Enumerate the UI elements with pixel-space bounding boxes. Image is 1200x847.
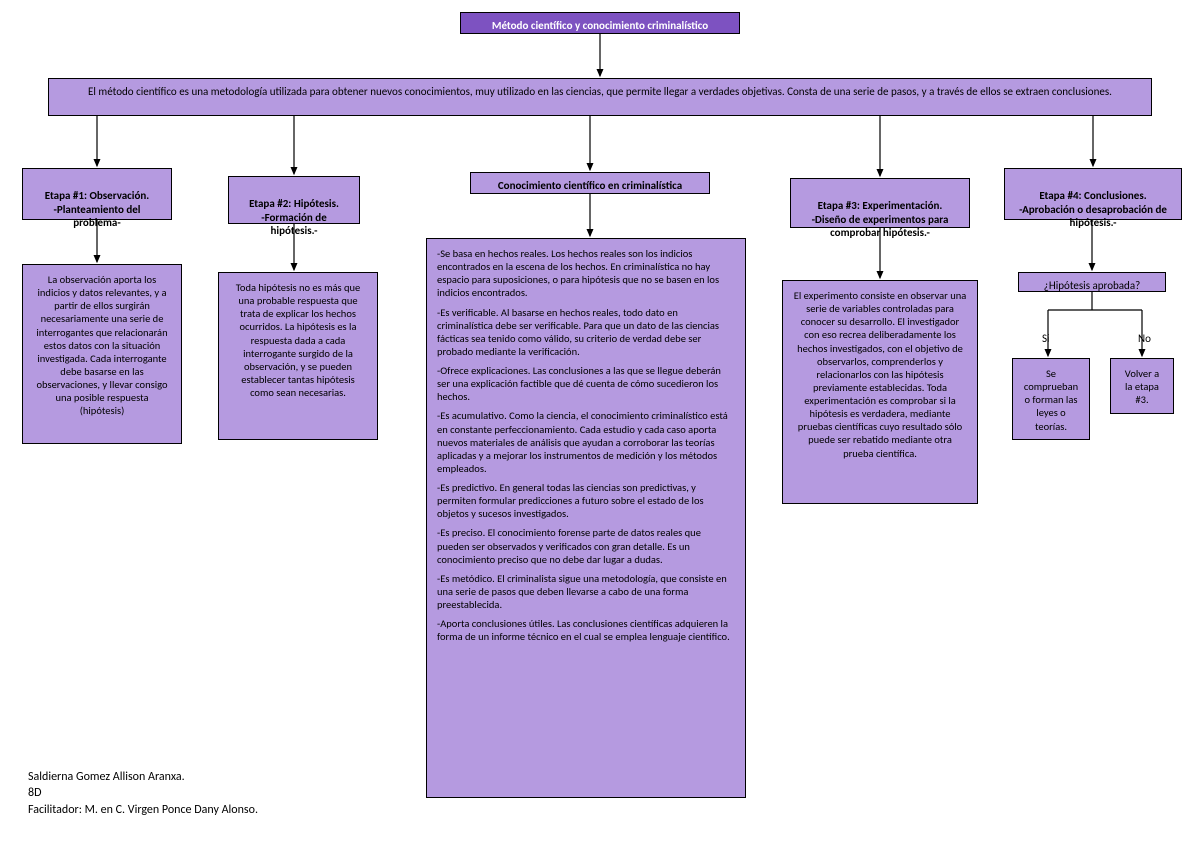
conocimiento-p4: -Es acumulativo. Como la ciencia, el con… [437, 409, 735, 475]
etapa4-header-text: Etapa #4: Conclusiones. -Aprobación o de… [1019, 189, 1167, 230]
etapa1-header: Etapa #1: Observación. -Planteamiento de… [22, 168, 172, 220]
footer-line1: Saldierna Gomez Allison Aranxa. [28, 769, 258, 786]
etapa3-body: El experimento consiste en observar una … [782, 280, 978, 504]
conocimiento-header-text: Conocimiento científico en criminalístic… [498, 179, 682, 192]
etapa2-body-text: Toda hipótesis no es más que una probabl… [236, 281, 361, 399]
etapa2-header: Etapa #2: Hipótesis. -Formación de hipót… [228, 176, 360, 224]
conocimiento-p7: -Es metódico. El criminalista sigue una … [437, 572, 735, 611]
conocimiento-p6: -Es preciso. El conocimiento forense par… [437, 526, 735, 565]
etapa1-body-text: La observación aporta los indicios y dat… [36, 273, 167, 417]
title-text: Método científico y conocimiento crimina… [492, 19, 708, 32]
hipotesis-question: ¿Hipótesis aprobada? [1018, 272, 1166, 292]
etapa3-body-text: El experimento consiste en observar una … [794, 289, 967, 460]
etapa2-body: Toda hipótesis no es más que una probabl… [218, 272, 378, 440]
si-label: Si [1042, 332, 1050, 345]
intro-text: El método científico es una metodología … [88, 85, 1112, 98]
si-body-text: Se comprueban o forman las leyes o teorí… [1024, 367, 1078, 433]
etapa2-header-text: Etapa #2: Hipótesis. -Formación de hipót… [249, 197, 339, 238]
conocimiento-body: -Se basa en hechos reales. Los hechos re… [426, 238, 746, 798]
footer: Saldierna Gomez Allison Aranxa. 8D Facil… [28, 769, 258, 819]
footer-line3: Facilitador: M. en C. Virgen Ponce Dany … [28, 802, 258, 819]
no-label: No [1138, 332, 1151, 345]
footer-line2: 8D [28, 785, 258, 802]
intro-box: El método científico es una metodología … [48, 78, 1152, 116]
no-body: Volver a la etapa #3. [1110, 358, 1174, 414]
etapa1-header-text: Etapa #1: Observación. -Planteamiento de… [45, 189, 150, 230]
hipotesis-question-text: ¿Hipótesis aprobada? [1044, 279, 1140, 292]
etapa1-body: La observación aporta los indicios y dat… [22, 264, 182, 444]
etapa3-header-text: Etapa #3: Experimentación. -Diseño de ex… [812, 199, 949, 240]
no-body-text: Volver a la etapa #3. [1125, 367, 1159, 406]
si-body: Se comprueban o forman las leyes o teorí… [1012, 358, 1090, 440]
etapa4-header: Etapa #4: Conclusiones. -Aprobación o de… [1004, 168, 1182, 220]
conocimiento-p2: -Es verificable. Al basarse en hechos re… [437, 306, 735, 359]
etapa3-header: Etapa #3: Experimentación. -Diseño de ex… [790, 178, 970, 228]
conocimiento-p1: -Se basa en hechos reales. Los hechos re… [437, 247, 735, 300]
conocimiento-p3: -Ofrece explicaciones. Las conclusiones … [437, 364, 735, 403]
title-box: Método científico y conocimiento crimina… [460, 12, 740, 34]
conocimiento-p8: -Aporta conclusiones útiles. Las conclus… [437, 617, 735, 643]
conocimiento-p5: -Es predictivo. En general todas las cie… [437, 481, 735, 520]
conocimiento-header: Conocimiento científico en criminalístic… [470, 172, 710, 194]
